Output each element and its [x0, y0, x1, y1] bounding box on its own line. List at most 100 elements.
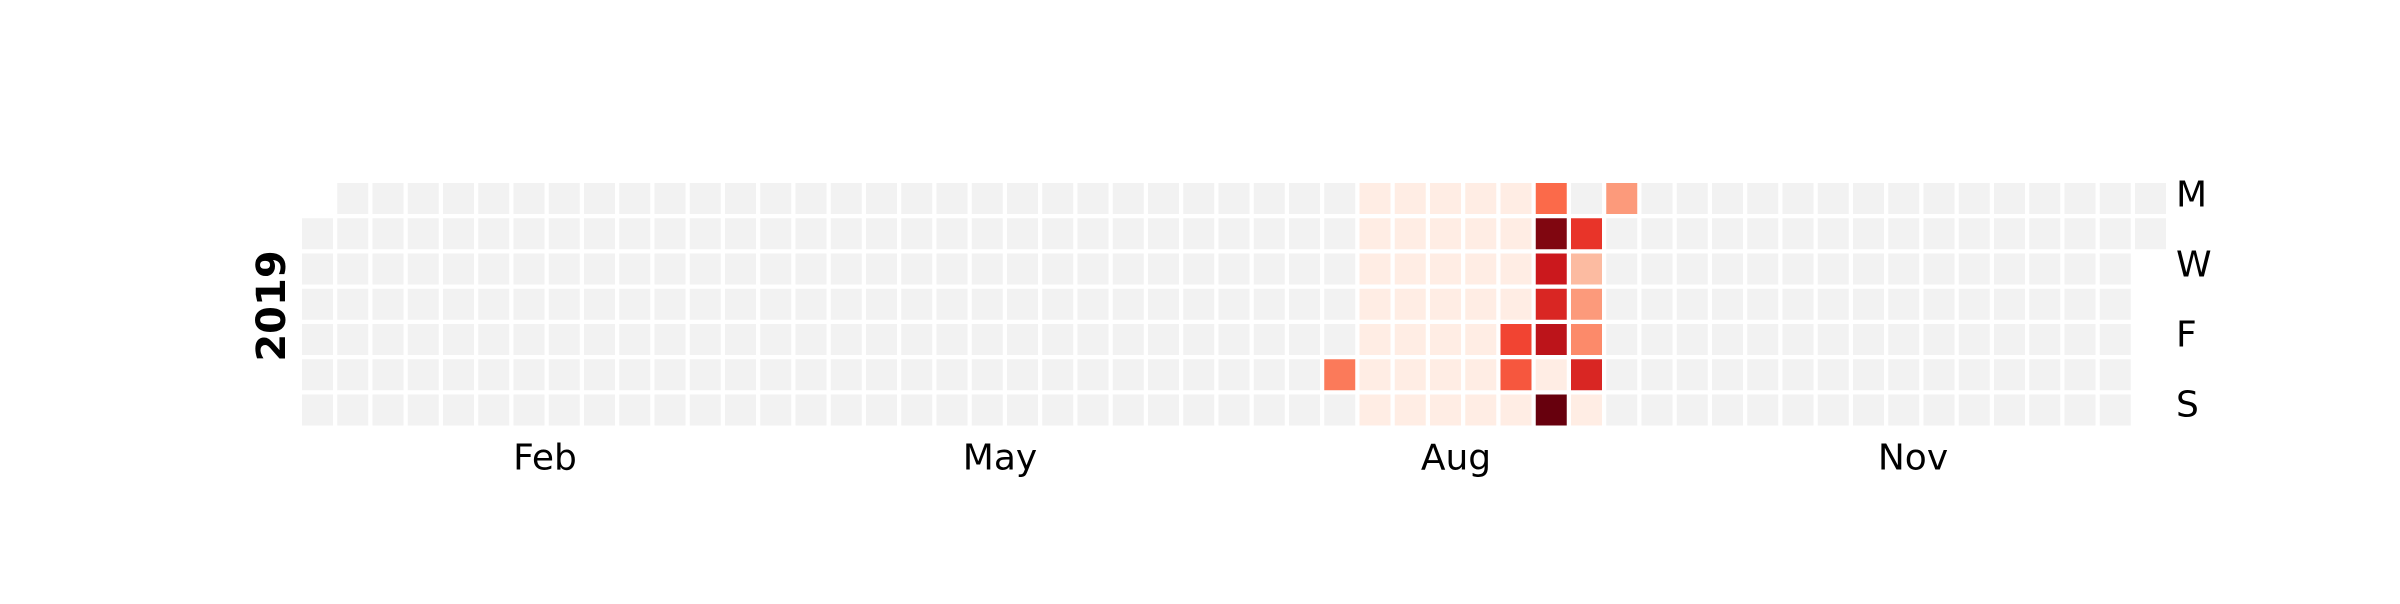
heatmap-cell	[866, 183, 897, 214]
heatmap-cell-active	[1571, 253, 1602, 285]
heatmap-cell	[1077, 183, 1109, 214]
heatmap-cell-active	[1430, 253, 1461, 285]
heatmap-cell	[372, 394, 404, 426]
heatmap-cell	[1007, 324, 1038, 355]
heatmap-cell	[2029, 253, 2061, 285]
heatmap-cell	[372, 183, 404, 214]
heatmap-cell-active	[1324, 359, 1356, 391]
heatmap-cell-active	[1535, 288, 1567, 320]
heatmap-cell	[1782, 288, 1814, 320]
heatmap-cell	[760, 288, 792, 320]
heatmap-cell	[1077, 288, 1109, 320]
heatmap-cell	[971, 288, 1003, 320]
heatmap-cell	[936, 324, 968, 355]
heatmap-cell	[2064, 359, 2096, 391]
heatmap-cell	[1324, 218, 1356, 250]
heatmap-cell	[1007, 218, 1038, 250]
heatmap-cell-active	[1500, 218, 1532, 250]
heatmap-cell	[2099, 288, 2131, 320]
heatmap-cell	[1183, 253, 1215, 285]
heatmap-cell	[1183, 288, 1215, 320]
weekday-label: W	[2176, 245, 2212, 286]
heatmap-cell	[866, 394, 897, 426]
heatmap-cell	[1253, 183, 1285, 214]
heatmap-cell	[725, 394, 756, 426]
heatmap-cell	[1289, 253, 1320, 285]
heatmap-cell-active	[1394, 183, 1426, 214]
heatmap-cell	[513, 218, 545, 250]
heatmap-cell	[936, 394, 968, 426]
heatmap-cell	[548, 218, 580, 250]
heatmap-cell	[901, 253, 933, 285]
heatmap-cell	[1042, 253, 1074, 285]
heatmap-cell-active	[1465, 288, 1497, 320]
heatmap-cell	[1782, 218, 1814, 250]
heatmap-cell	[1712, 359, 1743, 391]
heatmap-cell-active	[1394, 324, 1426, 355]
heatmap-cell	[795, 394, 827, 426]
heatmap-cell-active	[1500, 394, 1532, 426]
heatmap-cell	[760, 218, 792, 250]
heatmap-cell	[795, 218, 827, 250]
heatmap-cell	[1606, 324, 1638, 355]
heatmap-cell	[1007, 288, 1038, 320]
heatmap-cell	[2099, 394, 2131, 426]
heatmap-cell-active	[1500, 359, 1532, 391]
heatmap-cell	[1853, 394, 1884, 426]
heatmap-cell	[372, 253, 404, 285]
heatmap-cell	[901, 394, 933, 426]
heatmap-cell	[1994, 359, 2025, 391]
heatmap-cell	[1712, 394, 1743, 426]
heatmap-cell	[866, 218, 897, 250]
heatmap-cell	[1253, 394, 1285, 426]
heatmap-cell-active	[1465, 359, 1497, 391]
heatmap-cell	[971, 324, 1003, 355]
heatmap-cell	[584, 253, 615, 285]
heatmap-cell-active	[1535, 394, 1567, 426]
heatmap-cell	[1958, 218, 1990, 250]
heatmap-cell-active	[1571, 288, 1602, 320]
heatmap-cell	[1853, 359, 1884, 391]
heatmap-cell	[302, 253, 333, 285]
heatmap-cell	[1007, 359, 1038, 391]
heatmap-cell	[443, 218, 474, 250]
heatmap-cell	[654, 394, 686, 426]
heatmap-cell	[1218, 394, 1250, 426]
heatmap-cell	[2099, 183, 2131, 214]
heatmap-cell	[372, 218, 404, 250]
heatmap-cell	[1218, 253, 1250, 285]
heatmap-cell	[1148, 218, 1179, 250]
heatmap-cell	[478, 218, 510, 250]
heatmap-cell	[1747, 218, 1779, 250]
heatmap-cell	[548, 253, 580, 285]
heatmap-cell	[1853, 183, 1884, 214]
heatmap-cell	[1253, 359, 1285, 391]
heatmap-cell	[1817, 359, 1849, 391]
heatmap-cell	[407, 183, 439, 214]
heatmap-cell-active	[1571, 324, 1602, 355]
heatmap-cell	[1641, 253, 1673, 285]
heatmap-cell	[1007, 253, 1038, 285]
heatmap-cell	[689, 218, 721, 250]
heatmap-cell	[936, 288, 968, 320]
heatmap-cell	[901, 218, 933, 250]
heatmap-cell	[1148, 359, 1179, 391]
heatmap-cell	[654, 183, 686, 214]
heatmap-cell	[1994, 183, 2025, 214]
heatmap-cell	[1676, 288, 1708, 320]
weekday-label: S	[2176, 385, 2199, 426]
heatmap-cell	[795, 288, 827, 320]
heatmap-cell-active	[1359, 394, 1391, 426]
heatmap-cell	[2064, 183, 2096, 214]
heatmap-cell	[513, 253, 545, 285]
heatmap-cell	[1958, 324, 1990, 355]
heatmap-cell	[513, 288, 545, 320]
heatmap-cell	[1782, 394, 1814, 426]
heatmap-cell	[1994, 394, 2025, 426]
heatmap-cell	[619, 324, 651, 355]
heatmap-cell	[725, 218, 756, 250]
heatmap-cell	[443, 324, 474, 355]
heatmap-cell	[1923, 324, 1955, 355]
heatmap-cell	[1888, 218, 1920, 250]
